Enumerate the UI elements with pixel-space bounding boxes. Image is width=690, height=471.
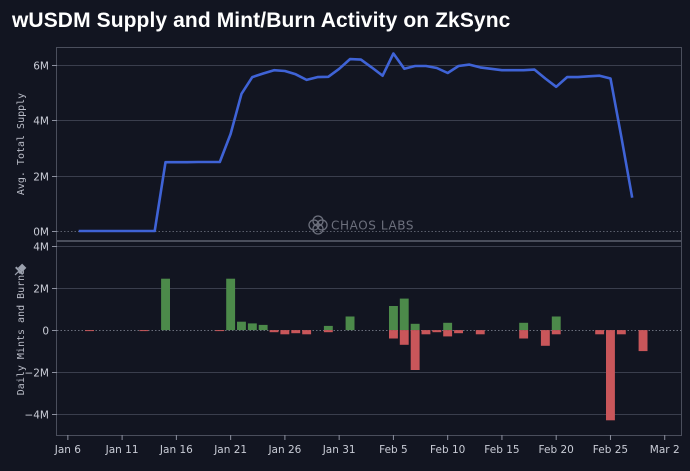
mint-bar bbox=[519, 322, 529, 331]
bottom-y-tick-label: 0 bbox=[42, 326, 49, 338]
top-y-ticks: 0M 2M 4M 6M bbox=[33, 61, 57, 239]
mint-bar bbox=[237, 321, 246, 331]
mint-bar bbox=[551, 316, 561, 331]
burn-bar bbox=[443, 330, 453, 337]
burn-bar bbox=[280, 330, 290, 335]
supply-line-group bbox=[78, 52, 634, 233]
panel-frames bbox=[56, 47, 682, 436]
burn-bar bbox=[323, 330, 333, 333]
x-tick-label: Jan 26 bbox=[267, 444, 301, 456]
chaos-labs-watermark: CHAOS LABS bbox=[308, 215, 414, 235]
bottom-y-tick-label: −2M bbox=[24, 368, 49, 380]
burn-bar bbox=[421, 330, 431, 335]
bottom-panel-frame bbox=[56, 241, 682, 436]
x-tick-label: Feb 10 bbox=[430, 444, 465, 456]
bottom-y-tick-label: 2M bbox=[33, 284, 49, 296]
burn-bar bbox=[432, 330, 442, 333]
x-tick-label: Jan 6 bbox=[54, 444, 82, 456]
mint-bar bbox=[399, 298, 409, 331]
burn-bar bbox=[540, 330, 550, 346]
burn-bar bbox=[139, 330, 149, 332]
burn-bar bbox=[551, 330, 561, 335]
burn-bar bbox=[606, 330, 615, 421]
burn-bar bbox=[215, 330, 225, 332]
burn-bar bbox=[454, 330, 463, 334]
top-y-tick-label: 0M bbox=[33, 227, 49, 239]
x-tick-label: Jan 16 bbox=[159, 444, 193, 456]
bottom-y-tick-label: 4M bbox=[33, 242, 49, 254]
mint-bar bbox=[161, 278, 170, 331]
mint-bar bbox=[323, 325, 333, 331]
mint-bar bbox=[443, 322, 453, 331]
top-y-axis-label: Avg. Total Supply bbox=[16, 93, 27, 195]
burn-bar bbox=[291, 330, 301, 334]
burn-bar bbox=[399, 330, 409, 345]
burn-bar bbox=[519, 330, 529, 339]
x-tick-label: Mar 2 bbox=[650, 444, 680, 456]
burn-bar bbox=[269, 330, 279, 333]
mint-bar bbox=[389, 306, 398, 331]
chart-title: wUSDM Supply and Mint/Burn Activity on Z… bbox=[12, 9, 511, 32]
bars-group bbox=[85, 278, 648, 421]
top-grid bbox=[57, 65, 681, 232]
bottom-y-ticks: −4M −2M 0 2M 4M bbox=[24, 242, 57, 422]
burn-bar bbox=[85, 330, 94, 332]
burn-bar bbox=[616, 330, 626, 335]
x-tick-label: Jan 31 bbox=[322, 444, 356, 456]
top-y-tick-label: 4M bbox=[33, 116, 49, 128]
burn-bar bbox=[302, 330, 312, 335]
burn-bar bbox=[475, 330, 485, 335]
bottom-grid bbox=[57, 246, 681, 415]
x-ticks: Jan 6 Jan 11 Jan 16 Jan 21 Jan 26 Jan 31 Feb 5… bbox=[54, 435, 680, 456]
x-tick-label: Feb 25 bbox=[593, 444, 628, 456]
burn-bar bbox=[638, 330, 648, 352]
burn-bar bbox=[595, 330, 605, 335]
x-tick-label: Jan 21 bbox=[213, 444, 247, 456]
mint-bar bbox=[247, 323, 257, 331]
chaos-labs-logo-icon bbox=[308, 215, 328, 235]
bottom-y-tick-label: −4M bbox=[24, 410, 49, 422]
mint-bar bbox=[258, 324, 268, 331]
x-tick-label: Jan 11 bbox=[105, 444, 139, 456]
bottom-y-axis-label: Daily Mints and Burns bbox=[16, 269, 27, 395]
burn-bar bbox=[410, 330, 420, 370]
top-y-tick-label: 2M bbox=[33, 172, 49, 184]
x-tick-label: Feb 5 bbox=[379, 444, 408, 456]
x-tick-label: Feb 20 bbox=[539, 444, 574, 456]
mint-bar bbox=[345, 316, 355, 331]
burn-bar bbox=[389, 330, 398, 339]
watermark-text: CHAOS LABS bbox=[331, 219, 414, 233]
mint-bar bbox=[226, 278, 236, 331]
top-y-tick-label: 6M bbox=[33, 61, 49, 73]
x-tick-label: Feb 15 bbox=[484, 444, 519, 456]
supply-line bbox=[78, 52, 634, 233]
top-panel-frame bbox=[56, 47, 682, 241]
mint-bar bbox=[410, 323, 420, 331]
